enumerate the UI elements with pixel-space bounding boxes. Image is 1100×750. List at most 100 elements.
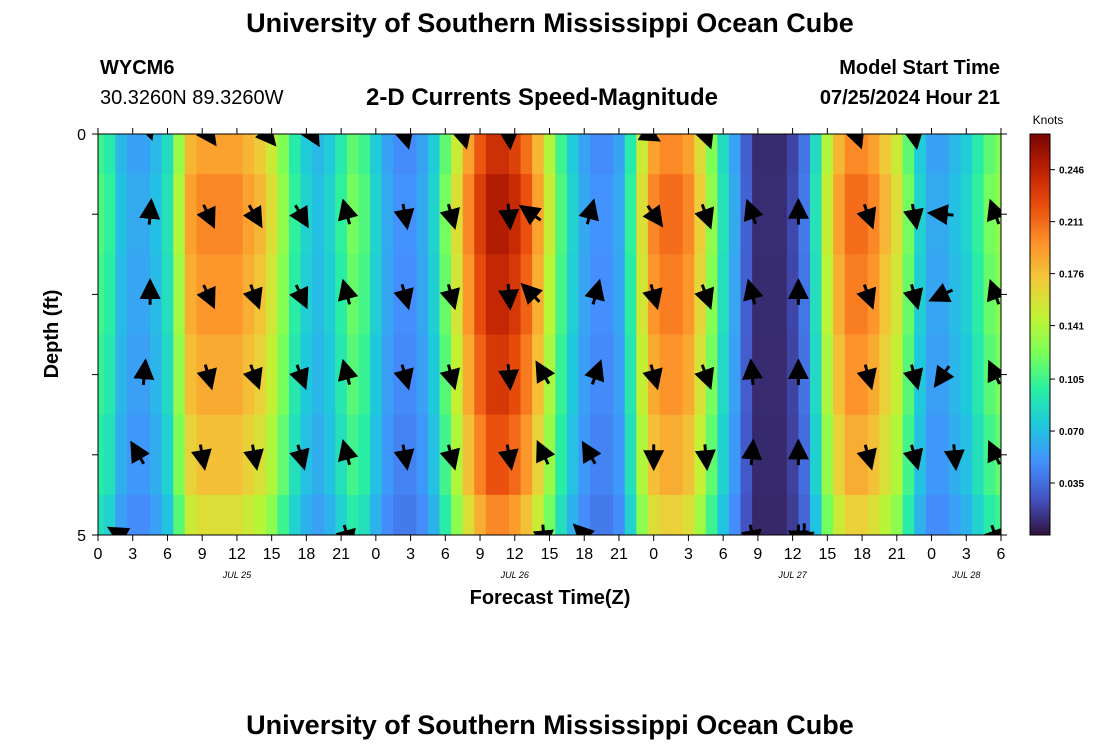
heatmap-cell [555,334,568,416]
date-label: JUL 26 [500,570,529,580]
heatmap-cell [416,334,429,416]
station-id: WYCM6 [100,57,175,79]
heatmap-cell [462,334,475,416]
heatmap-cell [543,254,556,336]
heatmap-cell [323,334,336,416]
heatmap-cell [659,174,672,255]
current-vector-arrow [902,284,924,311]
heatmap-cell [624,494,637,535]
heatmap-cell [543,174,556,255]
heatmap-cell [393,494,406,535]
heatmap-cell [520,414,533,496]
heatmap-cell [173,334,186,416]
heatmap-cell [231,494,244,535]
heatmap-cell [752,334,765,416]
heatmap-cell [682,254,695,336]
heatmap-cell [254,334,267,416]
current-vector-arrow [289,364,309,391]
heatmap-cell [752,174,765,255]
current-vector-arrow [581,440,602,465]
heatmap-cell [705,254,718,336]
heatmap-cell [763,254,776,336]
heatmap-cell [844,174,857,255]
heatmap-cell [184,134,198,175]
heatmap-chart: 0 3 6 9 12 15 18 21 0 3 6 9 12 15 18 21 0 3 6 9 12 15 18 21 0 3 6 J… [41,113,1084,609]
heatmap-cell [972,134,985,175]
colorbar-tick-label: 0.035 [1059,479,1084,490]
heatmap-cell [682,174,695,255]
heatmap-cell [207,414,221,496]
current-vector-arrow [637,134,661,142]
heatmap-cell [219,174,232,255]
heatmap-cell [590,174,603,255]
heatmap-cell [103,334,116,416]
heatmap-cell [427,414,441,496]
heatmap-cell [613,174,626,255]
heatmap-cell [138,134,151,175]
current-vector-arrow [987,439,1001,465]
heatmap-cell [960,334,973,416]
current-vector-arrow [578,198,599,225]
x-tick-label: 18 [575,546,593,563]
current-vector-arrow [856,364,877,391]
heatmap-cell [717,174,730,255]
heatmap-cell [844,134,857,175]
heatmap-cell [103,134,116,175]
heatmap-cell [786,494,800,535]
heatmap-cell [289,494,302,535]
heatmap-cell [902,134,915,175]
heatmap-cell [126,134,140,175]
heatmap-cell [115,174,128,255]
x-tick-label: 6 [163,546,172,563]
x-tick-label: 12 [228,546,246,563]
heatmap-cell [358,254,371,336]
heatmap-cell [462,254,475,336]
x-tick-label: 9 [753,546,762,563]
heatmap-cell [184,494,198,535]
heatmap-cell [671,254,684,336]
heatmap-cell [775,134,788,175]
heatmap-cell [173,134,186,175]
current-vector-arrow [498,134,520,151]
current-vector-arrow [289,284,309,310]
heatmap-cell [821,174,834,255]
heatmap-cell [126,174,140,255]
current-vector-arrow [335,524,356,535]
heatmap-cell [879,134,892,175]
heatmap-cell [207,254,221,336]
heatmap-cell [740,134,753,175]
current-vector-arrow [856,284,877,310]
heatmap-cell [532,494,545,535]
colorbar-tick-label: 0.176 [1059,270,1084,281]
heatmap-cell [717,334,730,416]
heatmap-cell [150,414,163,496]
current-vector-arrow [337,358,359,385]
heatmap-cell [566,134,580,175]
current-vector-arrow [532,524,554,535]
heatmap-cell [601,494,614,535]
heatmap-cell [381,494,394,535]
current-vector-arrow [903,134,924,151]
heatmap-cell [844,334,857,416]
heatmap-cell [381,174,394,255]
heatmap-cell [231,414,244,496]
heatmap-cell [416,414,429,496]
current-vector-arrow [743,198,764,225]
heatmap-cell [474,254,487,336]
station-location: 30.3260N 89.3260W [100,87,284,109]
current-vector-arrow [300,134,320,148]
x-tick-label: 21 [332,546,350,563]
current-vector-arrow [986,278,1001,305]
heatmap-cell [150,254,163,336]
current-vector-arrow [933,364,955,389]
heatmap-cell [717,134,730,175]
heatmap-cell [809,134,823,175]
heatmap-cell [566,414,580,496]
heatmap-cell [358,174,371,255]
heatmap-cell [763,134,776,175]
heatmap-cell [219,334,232,416]
heatmap-cell [416,134,429,175]
date-label: JUL 25 [222,570,252,580]
x-tick-label: 9 [476,546,485,563]
heatmap-cell [775,494,788,535]
